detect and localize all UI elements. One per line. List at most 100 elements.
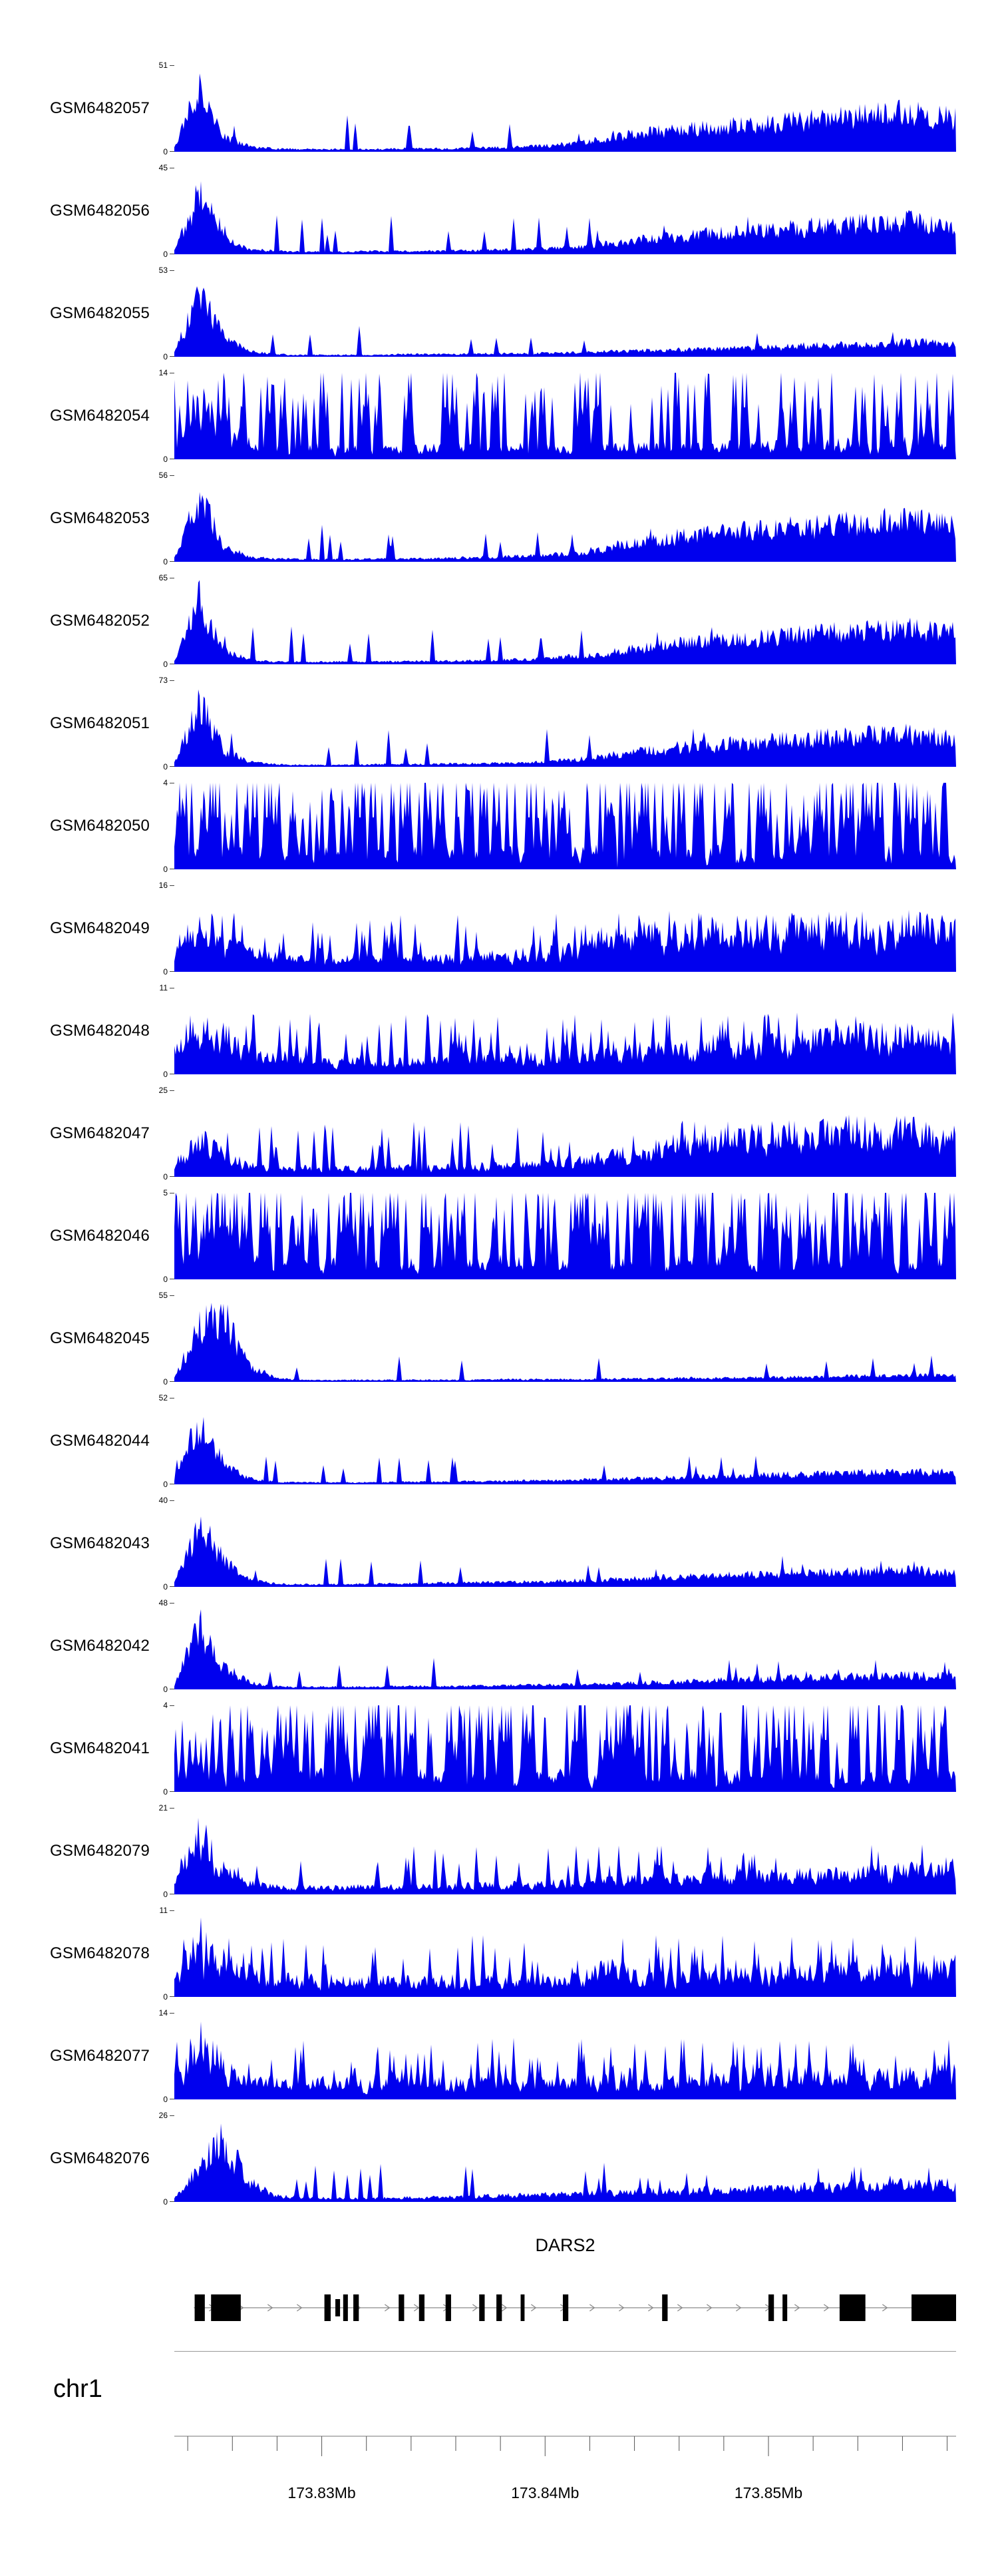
strand-arrow-icon (472, 2304, 478, 2312)
coverage-plot (174, 1705, 956, 1792)
track-plot: 26 0 (159, 2111, 956, 2207)
yaxis-tick (170, 1910, 174, 1911)
coverage-plot (174, 1917, 956, 1997)
coverage-plot (174, 492, 956, 562)
coverage-plot (174, 1114, 956, 1177)
yaxis-tick (170, 356, 174, 357)
yaxis-max-label: 55 (158, 1291, 168, 1300)
track-label: GSM6482077 (50, 2047, 150, 2065)
yaxis-tick (170, 270, 174, 271)
yaxis-max-label: 25 (158, 1086, 168, 1095)
track-label: GSM6482076 (50, 2149, 150, 2167)
track-label: GSM6482055 (50, 304, 150, 322)
yaxis-max-label: 52 (158, 1393, 168, 1402)
yaxis-tick (170, 65, 174, 66)
yaxis-tick (170, 1090, 174, 1091)
strand-arrow-icon (794, 2304, 800, 2312)
yaxis-tick (170, 561, 174, 562)
yaxis-tick (170, 1996, 174, 1997)
track-row: GSM6482041 4 0 (0, 1699, 998, 1801)
yaxis-max-label: 11 (159, 983, 168, 992)
strand-arrow-icon (882, 2304, 888, 2312)
track-row: GSM6482055 53 0 (0, 264, 998, 366)
exon-box (839, 2294, 866, 2321)
coverage-plot (174, 181, 956, 254)
track-plot: 16 0 (159, 881, 956, 976)
gene-model-svg (194, 2294, 956, 2321)
track-label: GSM6482047 (50, 1124, 150, 1142)
track-label: GSM6482049 (50, 919, 150, 937)
yaxis-tick (170, 2201, 174, 2202)
yaxis-tick (170, 1500, 174, 1501)
coverage-plot (174, 909, 956, 972)
yaxis-max-label: 16 (158, 881, 168, 890)
exon-box (768, 2294, 774, 2321)
yaxis-max-label: 53 (158, 266, 168, 275)
yaxis-zero-label: 0 (163, 250, 168, 259)
strand-arrow-icon (647, 2304, 654, 2312)
strand-arrow-icon (384, 2304, 391, 2312)
yaxis-tick (170, 885, 174, 886)
yaxis-tick (170, 1295, 174, 1296)
track-label: GSM6482044 (50, 1432, 150, 1450)
track-plot: 11 0 (160, 983, 956, 1079)
coverage-plot (174, 1193, 956, 1279)
track-row: GSM6482077 14 0 (0, 2006, 998, 2109)
track-row: GSM6482079 21 0 (0, 1801, 998, 1904)
track-plot: 11 0 (160, 1906, 956, 2002)
track-label: GSM6482048 (50, 1022, 150, 1040)
yaxis-tick (170, 1603, 174, 1604)
yaxis-zero-label: 0 (163, 967, 168, 976)
coverage-plot (174, 2022, 956, 2099)
yaxis-max-label: 65 (158, 573, 168, 582)
track-label: GSM6482078 (50, 1944, 150, 1962)
yaxis-tick (170, 766, 174, 767)
track-row: GSM6482047 25 0 (0, 1084, 998, 1186)
track-plot: 25 0 (159, 1086, 956, 1181)
track-plot: 52 0 (159, 1393, 956, 1489)
exon-box (353, 2294, 359, 2321)
yaxis-tick (170, 971, 174, 972)
yaxis-zero-label: 0 (163, 762, 168, 771)
track-label: GSM6482045 (50, 1329, 150, 1347)
yaxis-max-label: 56 (158, 471, 168, 480)
yaxis-tick (170, 1586, 174, 1587)
yaxis-zero-label: 0 (163, 1685, 168, 1694)
coverage-plot (174, 689, 956, 767)
yaxis-zero-label: 0 (163, 1275, 168, 1284)
track-row: GSM6482054 14 0 (0, 366, 998, 469)
track-label: GSM6482054 (50, 407, 150, 425)
track-row: GSM6482057 51 0 (0, 59, 998, 161)
axis-tick-label: 173.84Mb (511, 2484, 579, 2501)
track-plot: 55 0 (159, 1291, 956, 1387)
track-row: GSM6482042 48 0 (0, 1596, 998, 1699)
yaxis-zero-label: 0 (163, 557, 168, 566)
yaxis-max-label: 14 (158, 368, 168, 377)
track-label: GSM6482050 (50, 817, 150, 835)
coverage-plot (174, 1817, 956, 1894)
track-plot: 65 0 (159, 573, 956, 669)
genome-axis-ruler: 173.83Mb 173.84Mb 173.85Mb (174, 2436, 956, 2501)
track-row: GSM6482046 5 0 (0, 1186, 998, 1289)
track-row: GSM6482078 11 0 (0, 1904, 998, 2006)
track-label: GSM6482056 (50, 202, 150, 220)
track-row: GSM6482049 16 0 (0, 879, 998, 981)
track-label: GSM6482041 (50, 1739, 150, 1757)
coverage-plot (174, 286, 956, 357)
track-plot: 21 0 (159, 1803, 956, 1899)
track-plot: 48 0 (159, 1598, 956, 1694)
yaxis-zero-label: 0 (163, 1480, 168, 1489)
yaxis-zero-label: 0 (163, 1890, 168, 1899)
yaxis-max-label: 21 (158, 1803, 168, 1813)
exon-box (211, 2294, 241, 2321)
axis-tick-label: 173.85Mb (735, 2484, 802, 2501)
track-plot: 14 0 (159, 2008, 956, 2104)
yaxis-zero-label: 0 (163, 455, 168, 464)
yaxis-max-label: 11 (159, 1906, 168, 1915)
yaxis-tick (170, 475, 174, 476)
exon-box (343, 2294, 348, 2321)
strand-arrow-icon (267, 2304, 273, 2312)
yaxis-zero-label: 0 (163, 1992, 168, 2002)
